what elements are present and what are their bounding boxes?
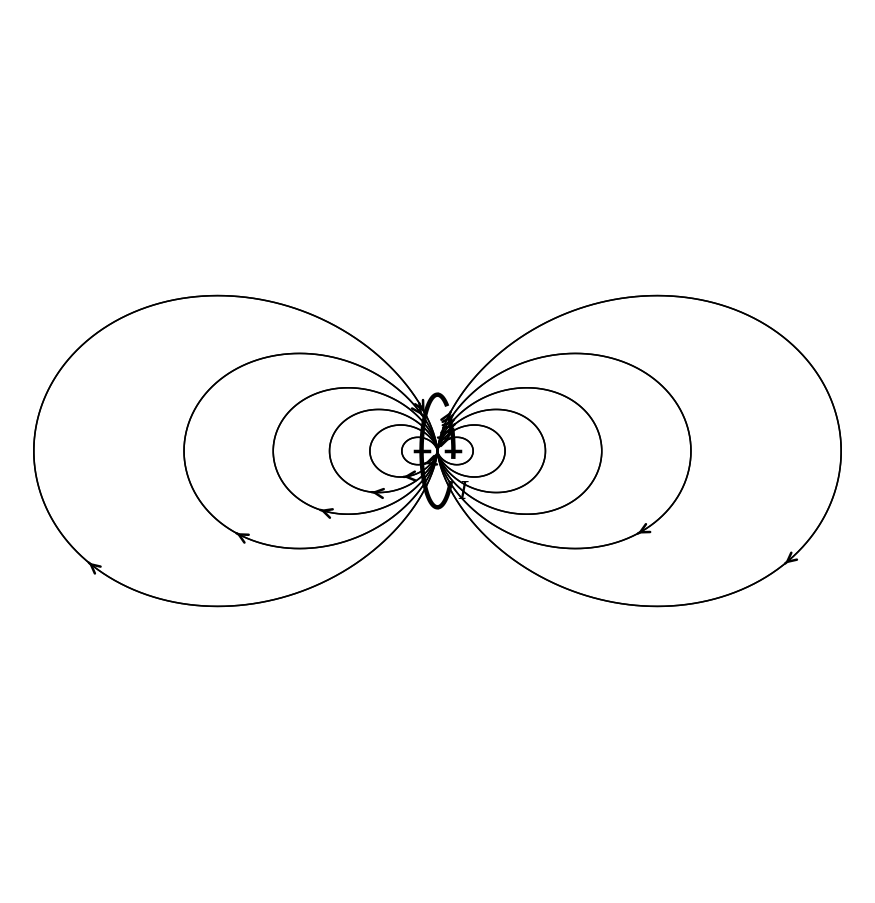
Text: I: I: [458, 480, 467, 503]
